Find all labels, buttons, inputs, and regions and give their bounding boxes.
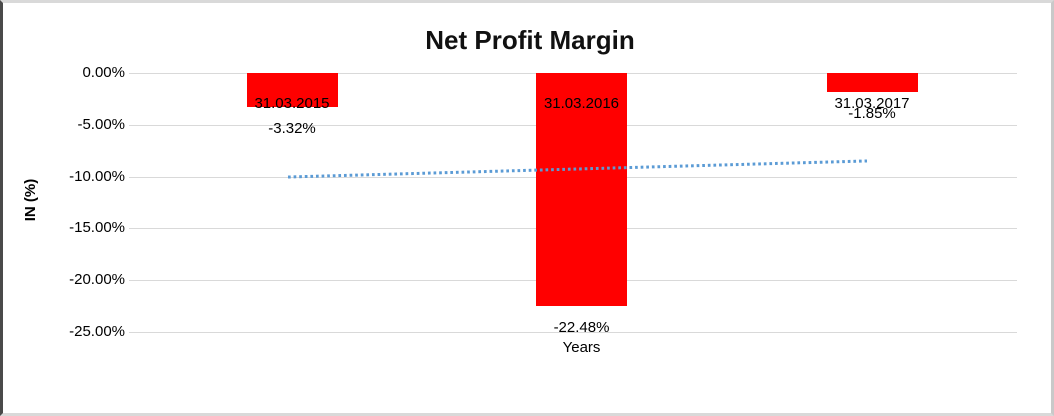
y-axis-tick-label: -5.00% (77, 115, 125, 133)
y-axis-title: IN (%) (22, 178, 39, 222)
category-label: 31.03.2016 (543, 95, 620, 112)
category-label: 31.03.2017 (834, 95, 910, 112)
x-axis-title: Years (562, 339, 601, 356)
data-label: -22.48% (553, 318, 610, 336)
y-axis-tick-label: -10.00% (69, 167, 125, 185)
bar[interactable] (826, 73, 918, 93)
y-axis-tick-label: -15.00% (69, 219, 125, 237)
bar[interactable] (246, 73, 338, 108)
data-label: -3.32% (268, 120, 316, 138)
y-axis-tick-label: 0.00% (82, 64, 125, 81)
data-label: -1.85% (848, 105, 896, 123)
y-axis-tick-label: -25.00% (69, 323, 125, 340)
chart-title: Net Profit Margin (425, 25, 635, 55)
category-label: 31.03.2015 (254, 95, 330, 112)
y-axis-tick-label: -20.00% (69, 271, 125, 289)
bar[interactable] (536, 73, 627, 306)
gridline (129, 332, 1017, 333)
